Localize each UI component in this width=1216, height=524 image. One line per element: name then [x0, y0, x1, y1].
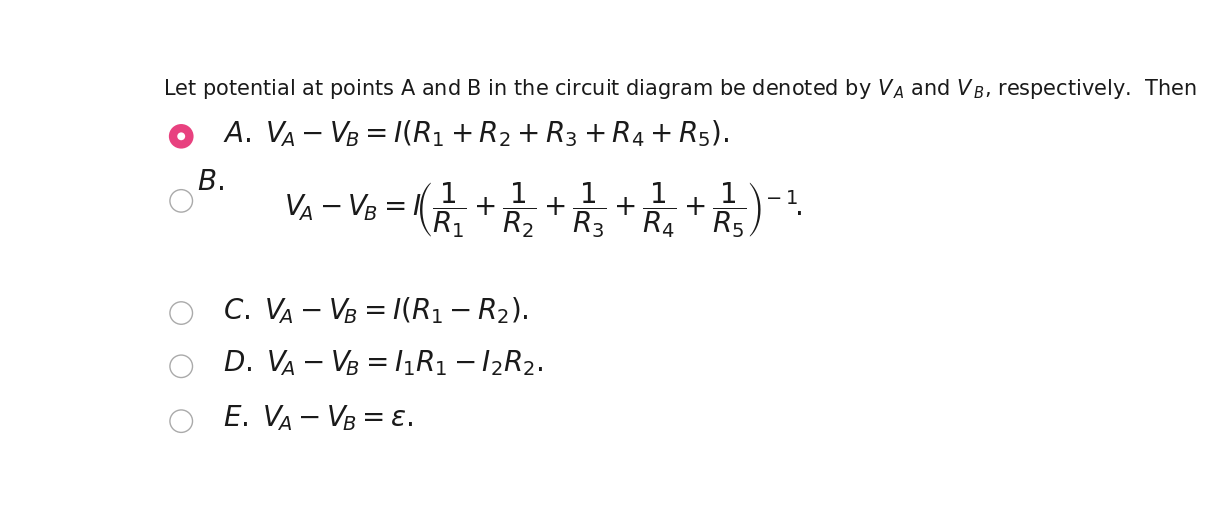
Text: $V_{\!A} - V_{\!B} = I\!\left(\dfrac{1}{R_1}+\dfrac{1}{R_2}+\dfrac{1}{R_3}+\dfra: $V_{\!A} - V_{\!B} = I\!\left(\dfrac{1}{… — [285, 180, 801, 240]
Text: $E.\; V_{\!A} - V_{\!B} = \varepsilon.$: $E.\; V_{\!A} - V_{\!B} = \varepsilon.$ — [223, 403, 412, 433]
Ellipse shape — [170, 302, 192, 324]
Ellipse shape — [170, 355, 192, 377]
Text: $A.\; V_{\!A} - V_{\!B} = I\left(R_1 + R_2 + R_3 + R_4 + R_5\right).$: $A.\; V_{\!A} - V_{\!B} = I\left(R_1 + R… — [223, 118, 730, 149]
Text: Let potential at points A and B in the circuit diagram be denoted by $V_{\,A}$ a: Let potential at points A and B in the c… — [163, 77, 1197, 101]
Text: $D.\; V_{\!A} - V_{\!B} = I_1 R_1 - I_2 R_2.$: $D.\; V_{\!A} - V_{\!B} = I_1 R_1 - I_2 … — [223, 348, 544, 378]
Ellipse shape — [170, 410, 192, 432]
Text: $B.$: $B.$ — [197, 168, 224, 196]
Ellipse shape — [170, 125, 192, 148]
Text: $C.\; V_{\!A} - V_{\!B} = I\left(R_1 - R_2\right).$: $C.\; V_{\!A} - V_{\!B} = I\left(R_1 - R… — [223, 295, 529, 325]
Ellipse shape — [170, 190, 192, 212]
Ellipse shape — [178, 133, 185, 140]
